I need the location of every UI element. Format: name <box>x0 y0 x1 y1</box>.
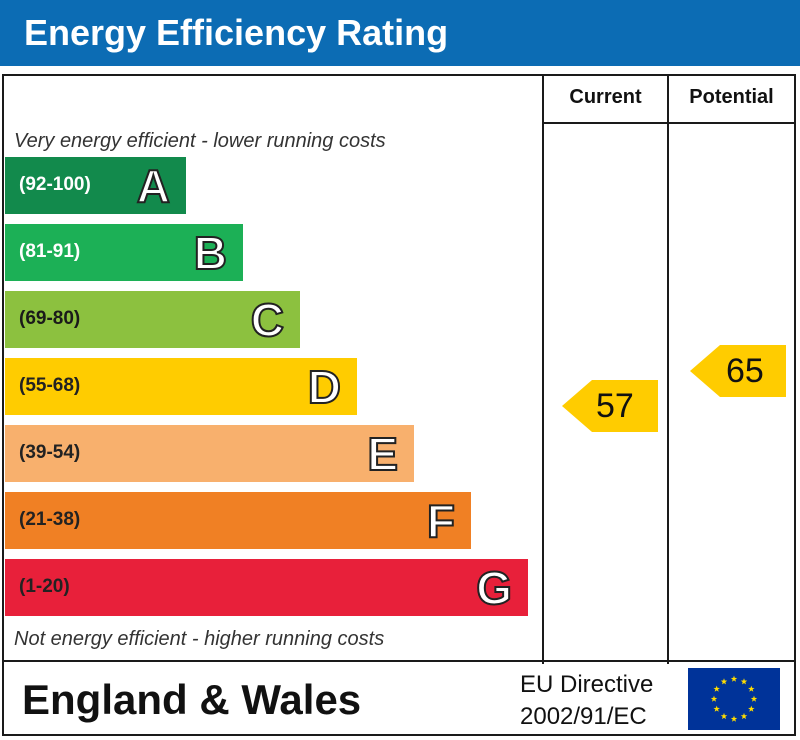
star-icon <box>730 715 738 722</box>
band-letter: B <box>193 227 228 279</box>
star-icon <box>713 705 720 712</box>
band-range-label: (69-80) <box>19 308 81 329</box>
band-letter: D <box>307 361 342 413</box>
current-rating-marker: 57 <box>562 380 658 432</box>
band-a: (92-100) A <box>5 157 186 214</box>
current-marker-shape <box>562 380 658 432</box>
band-letter: A <box>136 160 171 212</box>
band-e: (39-54) E <box>5 425 414 482</box>
band-c: (69-80) C <box>5 291 300 348</box>
band-range-label: (55-68) <box>19 375 81 396</box>
star-icon <box>748 685 755 692</box>
top-note: Very energy efficient - lower running co… <box>14 130 386 152</box>
band-range-label: (21-38) <box>19 509 81 530</box>
star-icon <box>748 705 755 712</box>
band-b: (81-91) B <box>5 224 243 281</box>
directive-line-1: EU Directive <box>520 671 654 698</box>
star-icon <box>750 695 758 702</box>
band-range-label: (92-100) <box>19 174 91 195</box>
star-icon <box>730 675 738 682</box>
divider-potential <box>667 74 669 664</box>
eu-flag-icon <box>688 668 780 730</box>
eu-stars <box>710 675 758 722</box>
star-icon <box>740 678 748 685</box>
star-icon <box>710 695 718 702</box>
footer-rule <box>2 660 796 662</box>
band-g: (1-20) G <box>5 559 528 616</box>
chart-title: Energy Efficiency Rating <box>24 12 449 53</box>
potential-marker-shape <box>690 345 786 397</box>
band-f: (21-38) F <box>5 492 471 549</box>
band-range-label: (1-20) <box>19 576 70 597</box>
potential-rating-value: 65 <box>726 352 764 390</box>
rating-frame <box>2 74 796 736</box>
band-letter: G <box>475 562 513 614</box>
directive-line-2: 2002/91/EC <box>520 703 647 730</box>
current-rating-value: 57 <box>596 387 634 425</box>
band-d: (55-68) D <box>5 358 357 415</box>
divider-current <box>542 74 544 664</box>
band-letter: F <box>426 495 456 547</box>
star-icon <box>720 678 728 685</box>
column-header-potential: Potential <box>689 86 774 108</box>
star-icon <box>713 685 720 692</box>
potential-rating-marker: 65 <box>690 345 786 397</box>
bottom-note: Not energy efficient - higher running co… <box>14 628 385 650</box>
star-icon <box>740 712 748 720</box>
band-range-label: (39-54) <box>19 442 81 463</box>
band-letter: E <box>366 428 399 480</box>
header-rule <box>542 122 796 124</box>
column-header-current: Current <box>569 86 642 108</box>
star-icon <box>720 712 728 720</box>
band-letter: C <box>250 294 285 346</box>
band-range-label: (81-91) <box>19 241 81 262</box>
region-label: England & Wales <box>22 676 362 723</box>
title-bar: Energy Efficiency Rating <box>0 0 800 66</box>
